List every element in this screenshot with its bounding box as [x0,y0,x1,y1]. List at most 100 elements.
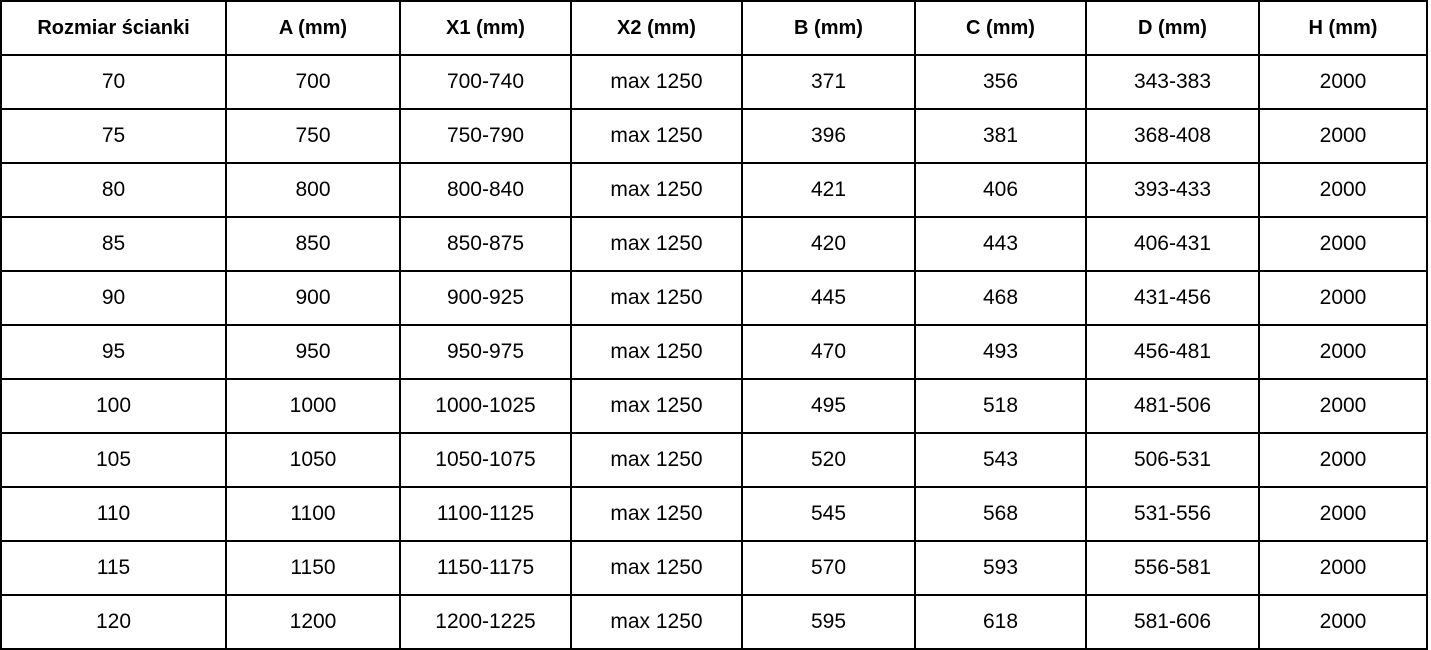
cell-a: 1200 [225,594,401,650]
cell-x2: max 1250 [570,270,743,326]
table-row: 100 1000 1000-1025 max 1250 495 518 481-… [0,378,1428,434]
cell-c: 568 [914,486,1087,542]
cell-b: 421 [741,162,916,218]
cell-a: 800 [225,162,401,218]
cell-d: 556-581 [1085,540,1260,596]
cell-a: 1100 [225,486,401,542]
table-row: 90 900 900-925 max 1250 445 468 431-456 … [0,270,1428,326]
cell-x2: max 1250 [570,216,743,272]
cell-a: 750 [225,108,401,164]
cell-x2: max 1250 [570,324,743,380]
cell-a: 1000 [225,378,401,434]
cell-x2: max 1250 [570,378,743,434]
cell-h: 2000 [1258,108,1428,164]
table-row: 115 1150 1150-1175 max 1250 570 593 556-… [0,540,1428,596]
cell-x1: 1000-1025 [399,378,572,434]
cell-rozmiar-scianki: 115 [0,540,227,596]
cell-b: 595 [741,594,916,650]
cell-h: 2000 [1258,540,1428,596]
cell-x2: max 1250 [570,594,743,650]
cell-rozmiar-scianki: 80 [0,162,227,218]
cell-x2: max 1250 [570,54,743,110]
cell-a: 850 [225,216,401,272]
cell-c: 493 [914,324,1087,380]
cell-b: 396 [741,108,916,164]
cell-rozmiar-scianki: 110 [0,486,227,542]
cell-b: 495 [741,378,916,434]
table-row: 110 1100 1100-1125 max 1250 545 568 531-… [0,486,1428,542]
cell-b: 570 [741,540,916,596]
cell-x1: 1100-1125 [399,486,572,542]
cell-h: 2000 [1258,432,1428,488]
cell-b: 445 [741,270,916,326]
cell-c: 356 [914,54,1087,110]
table-row: 80 800 800-840 max 1250 421 406 393-433 … [0,162,1428,218]
column-header-b: B (mm) [741,0,916,56]
column-header-rozmiar-scianki: Rozmiar ścianki [0,0,227,56]
cell-x2: max 1250 [570,540,743,596]
cell-x1: 1150-1175 [399,540,572,596]
cell-d: 581-606 [1085,594,1260,650]
cell-c: 406 [914,162,1087,218]
cell-b: 545 [741,486,916,542]
cell-b: 520 [741,432,916,488]
cell-d: 456-481 [1085,324,1260,380]
table-row: 75 750 750-790 max 1250 396 381 368-408 … [0,108,1428,164]
table-row: 120 1200 1200-1225 max 1250 595 618 581-… [0,594,1428,650]
cell-a: 1150 [225,540,401,596]
cell-d: 481-506 [1085,378,1260,434]
column-header-x2: X2 (mm) [570,0,743,56]
cell-c: 618 [914,594,1087,650]
cell-a: 1050 [225,432,401,488]
cell-d: 368-408 [1085,108,1260,164]
cell-c: 381 [914,108,1087,164]
table-row: 70 700 700-740 max 1250 371 356 343-383 … [0,54,1428,110]
cell-d: 343-383 [1085,54,1260,110]
cell-rozmiar-scianki: 75 [0,108,227,164]
cell-x2: max 1250 [570,432,743,488]
cell-h: 2000 [1258,486,1428,542]
table-header: Rozmiar ścianki A (mm) X1 (mm) X2 (mm) B… [0,0,1428,56]
cell-rozmiar-scianki: 120 [0,594,227,650]
cell-a: 950 [225,324,401,380]
cell-x1: 700-740 [399,54,572,110]
cell-d: 506-531 [1085,432,1260,488]
column-header-x1: X1 (mm) [399,0,572,56]
cell-x1: 1200-1225 [399,594,572,650]
cell-rozmiar-scianki: 90 [0,270,227,326]
cell-x2: max 1250 [570,108,743,164]
cell-x1: 1050-1075 [399,432,572,488]
cell-d: 406-431 [1085,216,1260,272]
cell-d: 431-456 [1085,270,1260,326]
cell-d: 393-433 [1085,162,1260,218]
cell-x1: 850-875 [399,216,572,272]
cell-rozmiar-scianki: 95 [0,324,227,380]
cell-b: 420 [741,216,916,272]
cell-x2: max 1250 [570,486,743,542]
cell-c: 593 [914,540,1087,596]
cell-c: 518 [914,378,1087,434]
cell-a: 900 [225,270,401,326]
cell-c: 468 [914,270,1087,326]
cell-h: 2000 [1258,594,1428,650]
cell-c: 443 [914,216,1087,272]
cell-b: 371 [741,54,916,110]
cell-h: 2000 [1258,162,1428,218]
column-header-d: D (mm) [1085,0,1260,56]
cell-rozmiar-scianki: 70 [0,54,227,110]
column-header-a: A (mm) [225,0,401,56]
table-row: 95 950 950-975 max 1250 470 493 456-481 … [0,324,1428,380]
table-row: 85 850 850-875 max 1250 420 443 406-431 … [0,216,1428,272]
cell-h: 2000 [1258,324,1428,380]
cell-a: 700 [225,54,401,110]
cell-h: 2000 [1258,378,1428,434]
cell-rozmiar-scianki: 85 [0,216,227,272]
cell-x1: 750-790 [399,108,572,164]
column-header-h: H (mm) [1258,0,1428,56]
table-row: 105 1050 1050-1075 max 1250 520 543 506-… [0,432,1428,488]
table-body: 70 700 700-740 max 1250 371 356 343-383 … [0,54,1428,650]
cell-d: 531-556 [1085,486,1260,542]
cell-x2: max 1250 [570,162,743,218]
cell-rozmiar-scianki: 100 [0,378,227,434]
cell-rozmiar-scianki: 105 [0,432,227,488]
